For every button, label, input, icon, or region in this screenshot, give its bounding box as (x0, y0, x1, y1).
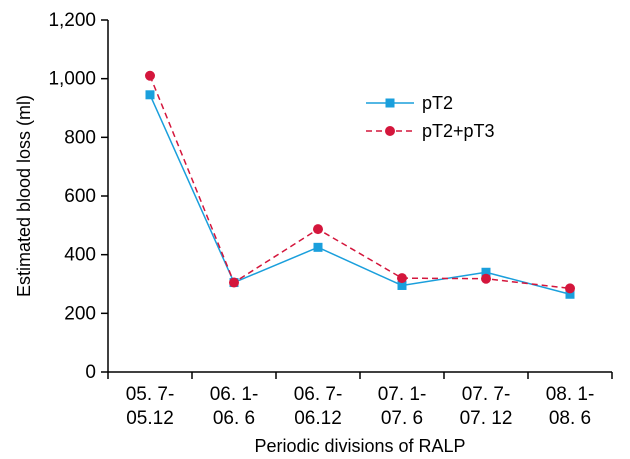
y-tick-label: 600 (64, 186, 96, 207)
x-ticks: 05. 7- 05.12 06. 1- 06. 6 06. 7- 06.12 07. 1- 0… (107, 372, 613, 429)
data-point-1 (565, 289, 575, 299)
x-tick-label: 06.12 (294, 408, 342, 429)
legend-label-2: pT2+pT3 (422, 121, 495, 141)
x-tick-label: 07. 1- (378, 384, 427, 405)
series-line-2 (149, 75, 571, 290)
data-point-1 (481, 267, 491, 277)
y-ticks: 0 200 400 600 800 1,000 1,200 (48, 10, 108, 383)
data-point-1 (145, 90, 155, 100)
x-tick-label: 06. 7- (294, 384, 343, 405)
data-point-2 (229, 277, 239, 288)
legend-label-1: pT2 (422, 93, 453, 113)
data-point-2 (397, 273, 407, 284)
y-tick-label: 200 (64, 303, 96, 324)
data-point-1 (313, 242, 323, 252)
series-line-1 (149, 94, 571, 295)
y-tick-label: 800 (64, 127, 96, 148)
x-tick-label: 07. 6 (381, 408, 423, 429)
legend: pT2 pT2+pT3 (366, 93, 495, 141)
y-axis-title: Estimated blood loss (ml) (14, 95, 34, 297)
x-tick-label: 08. 6 (549, 408, 591, 429)
legend-marker-1 (385, 98, 395, 108)
y-tick-label: 1,000 (48, 69, 96, 90)
series-group (145, 70, 575, 299)
x-tick-label: 07. 7- (462, 384, 511, 405)
x-tick-label: 06. 1- (210, 384, 259, 405)
data-point-2 (565, 283, 575, 294)
data-point-1 (397, 280, 407, 290)
data-point-2 (313, 224, 323, 235)
data-point-2 (145, 70, 155, 81)
x-tick-label: 08. 1- (546, 384, 595, 405)
x-tick-label: 07. 12 (460, 408, 513, 429)
x-tick-label: 05. 7- (126, 384, 175, 405)
y-tick-label: 0 (85, 362, 96, 383)
x-tick-label: 06. 6 (213, 408, 255, 429)
y-tick-label: 400 (64, 245, 96, 266)
y-tick-label: 1,200 (48, 10, 96, 31)
x-tick-label: 05.12 (126, 408, 174, 429)
legend-marker-2 (385, 126, 395, 136)
x-axis-title: Periodic divisions of RALP (254, 436, 465, 456)
axes (107, 20, 612, 373)
data-point-2 (481, 273, 491, 284)
